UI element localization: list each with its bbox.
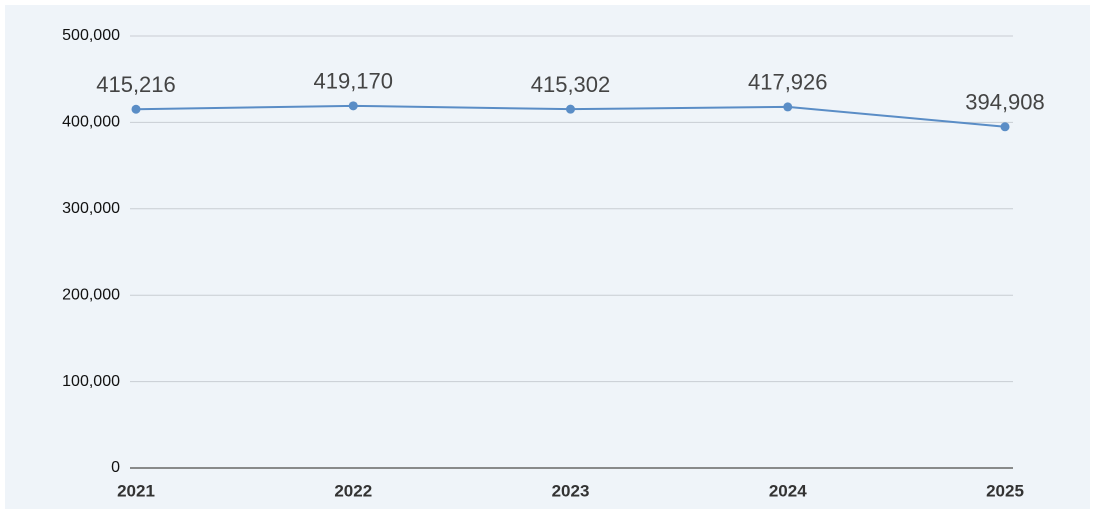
- point: [348, 101, 358, 111]
- point: [566, 104, 575, 114]
- x-tick-label: 2025: [986, 481, 1024, 500]
- x-tick-label: 2021: [117, 481, 155, 500]
- x-tick-label: 2023: [552, 481, 590, 500]
- y-tick-label: 500,000: [62, 27, 120, 44]
- y-tick-label: 0: [111, 459, 120, 476]
- point: [131, 104, 141, 114]
- y-tick-label: 200,000: [62, 286, 120, 303]
- data-label: 394,908: [965, 90, 1045, 115]
- point: [783, 102, 793, 112]
- y-tick-label: 300,000: [62, 200, 120, 217]
- data-label: 415,302: [531, 72, 611, 97]
- data-label: 419,170: [313, 69, 393, 94]
- chart-background: [5, 5, 1090, 509]
- data-label: 415,216: [96, 72, 176, 97]
- data-label: 417,926: [748, 70, 828, 95]
- y-tick-label: 100,000: [62, 373, 120, 390]
- point: [1000, 122, 1010, 132]
- y-tick-label: 400,000: [62, 114, 120, 131]
- x-tick-label: 2022: [334, 481, 372, 500]
- x-tick-label: 2024: [769, 481, 807, 500]
